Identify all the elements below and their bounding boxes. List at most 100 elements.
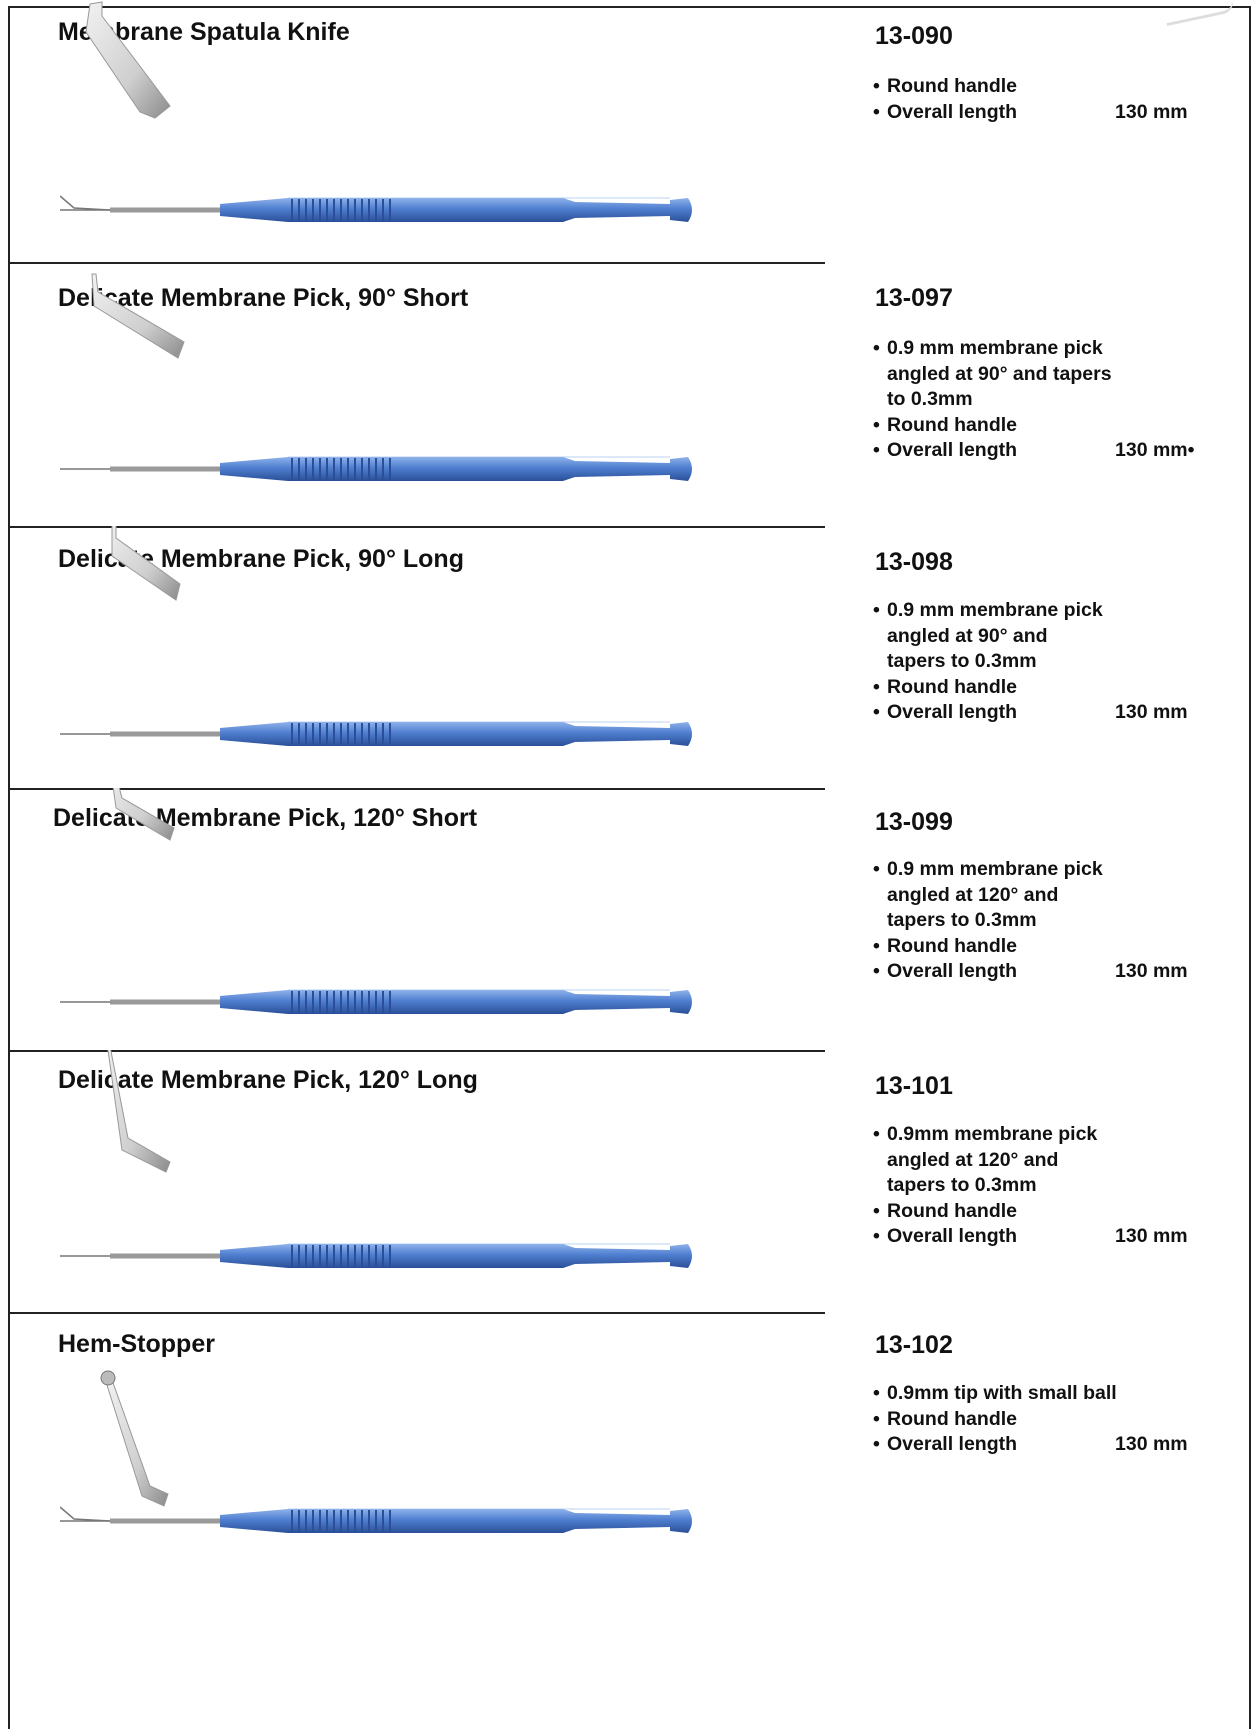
spec-text: Round handle	[887, 413, 1017, 436]
product-code: 13-097	[875, 284, 953, 312]
bullet-icon: •	[873, 75, 880, 97]
section-divider	[10, 788, 825, 790]
spec-value: 130 mm	[1115, 100, 1188, 123]
spec-text: Overall length	[887, 100, 1018, 123]
instrument-illustration	[60, 273, 692, 481]
spec-text: Overall length	[887, 439, 1018, 461]
product-section: Hem-Stopper 13-102 • 0.9mm tip with small b…	[10, 1312, 1249, 1574]
product-section: Delicate Membrane Pick, 120° Short 13-099…	[10, 788, 1249, 1052]
spec-text: 0.9 mm membrane pick	[887, 337, 1103, 359]
instrument-illustration	[60, 788, 692, 1014]
bullet-icon: •	[873, 413, 880, 436]
spec-value: 130 mm	[1115, 1225, 1188, 1247]
spec-text: Overall length	[887, 960, 1018, 982]
section-divider	[10, 1312, 825, 1314]
spec-item: • Round handle	[873, 1199, 1188, 1225]
product-title: Delicate Membrane Pick, 90° Short	[58, 284, 469, 312]
bullet-icon	[873, 624, 887, 650]
instrument-handle	[60, 721, 692, 746]
spec-item: • Round handle	[873, 413, 1194, 439]
spec-item: • Overall length 130 mm	[873, 1432, 1188, 1458]
spec-list: • 0.9mm tip with small ball • Round handle •…	[873, 1381, 1188, 1458]
spec-text: Round handle	[887, 934, 1017, 957]
spec-list: • 0.9 mm membrane pick angled at 90° and ta…	[873, 598, 1188, 726]
spec-item: • Round handle	[873, 675, 1188, 701]
spec-text: 0.9mm membrane pick	[887, 1123, 1098, 1145]
zoom-tip-illustration	[85, 1, 171, 119]
bullet-icon: •	[873, 599, 880, 621]
instrument-handle	[60, 456, 692, 481]
spec-item: angled at 120° and	[873, 1148, 1188, 1174]
spec-value: 130 mm•	[1115, 439, 1195, 461]
spec-text: to 0.3mm	[887, 388, 973, 410]
spec-item: • Overall length 130 mm	[873, 1224, 1188, 1250]
bullet-icon: •	[873, 1123, 880, 1145]
zoom-tip-illustration	[91, 273, 185, 359]
product-section: Membrane Spatula Knife 13-090 • Round handl…	[10, 0, 1249, 264]
spec-item: • 0.9 mm membrane pick	[873, 336, 1194, 362]
product-section: Delicate Membrane Pick, 90° Long 13-098 • 0…	[10, 526, 1249, 790]
shaft-tip	[60, 195, 111, 211]
bullet-icon: •	[873, 675, 880, 698]
spec-text: 0.9 mm membrane pick	[887, 858, 1103, 880]
spec-item: • Overall length 130 mm	[873, 700, 1188, 726]
spec-item: • Round handle	[873, 1407, 1188, 1433]
instrument-handle	[60, 197, 692, 222]
bullet-icon	[873, 387, 887, 413]
spec-text: angled at 90° and tapers	[887, 362, 1112, 385]
zoom-tip-illustration	[107, 1050, 171, 1173]
instrument-handle	[60, 989, 692, 1014]
bullet-icon: •	[873, 1407, 880, 1430]
spec-item: tapers to 0.3mm	[873, 649, 1188, 675]
bullet-icon	[873, 1148, 887, 1174]
spec-text: 0.9 mm membrane pick	[887, 599, 1103, 621]
instrument-illustration	[60, 1, 692, 222]
spec-item: • Overall length 130 mm•	[873, 438, 1194, 464]
spec-text: Round handle	[887, 675, 1017, 698]
spec-item: to 0.3mm	[873, 387, 1194, 413]
ball-tip	[100, 1370, 116, 1386]
spec-text: Overall length	[887, 701, 1018, 723]
spec-text: Round handle	[887, 1407, 1017, 1430]
spec-text: Overall length	[887, 1225, 1018, 1247]
spec-text: angled at 120° and	[887, 1148, 1059, 1171]
product-title: Delicate Membrane Pick, 120° Long	[58, 1066, 478, 1094]
product-code: 13-101	[875, 1072, 953, 1100]
bullet-icon: •	[873, 439, 880, 461]
bullet-icon: •	[873, 1225, 880, 1247]
bullet-icon: •	[873, 1433, 880, 1455]
spec-list: • 0.9mm membrane pick angled at 120° and ta…	[873, 1122, 1188, 1250]
instrument-handle	[60, 1508, 692, 1533]
zoom-tip-illustration	[112, 788, 175, 841]
spec-item: • Overall length 130 mm	[873, 100, 1188, 126]
bullet-icon	[873, 883, 887, 909]
spec-text: Round handle	[887, 1199, 1017, 1222]
product-code: 13-090	[875, 22, 953, 50]
spec-item: • Round handle	[873, 934, 1188, 960]
spec-list: • 0.9 mm membrane pick angled at 90° and t…	[873, 336, 1194, 464]
spec-item: tapers to 0.3mm	[873, 908, 1188, 934]
section-divider	[10, 526, 825, 528]
spec-item: • Round handle	[873, 74, 1188, 100]
bullet-icon: •	[873, 934, 880, 957]
spec-value: 130 mm	[1115, 960, 1188, 982]
shaft-tip	[60, 1506, 111, 1522]
spec-list: • Round handle • Overall length 130 mm	[873, 74, 1188, 125]
spec-item: • 0.9 mm membrane pick	[873, 598, 1188, 624]
spec-text: 0.9mm tip with small ball	[887, 1382, 1117, 1404]
spec-text: tapers to 0.3mm	[887, 909, 1037, 931]
bullet-icon	[873, 649, 887, 675]
spec-list: • 0.9 mm membrane pick angled at 120° and t…	[873, 857, 1188, 985]
spec-value: 130 mm	[1115, 1433, 1188, 1455]
spec-value: 130 mm	[1115, 701, 1188, 723]
zoom-tip-illustration	[100, 1370, 169, 1507]
bullet-icon	[873, 362, 887, 388]
spec-text: angled at 120° and	[887, 883, 1059, 906]
section-divider	[10, 1050, 825, 1052]
spec-item: angled at 120° and	[873, 883, 1188, 909]
spec-item: • Overall length 130 mm	[873, 959, 1188, 985]
instrument-illustration	[60, 1050, 692, 1268]
bullet-icon: •	[873, 1199, 880, 1222]
spec-text: tapers to 0.3mm	[887, 1174, 1037, 1196]
product-code: 13-098	[875, 548, 953, 576]
